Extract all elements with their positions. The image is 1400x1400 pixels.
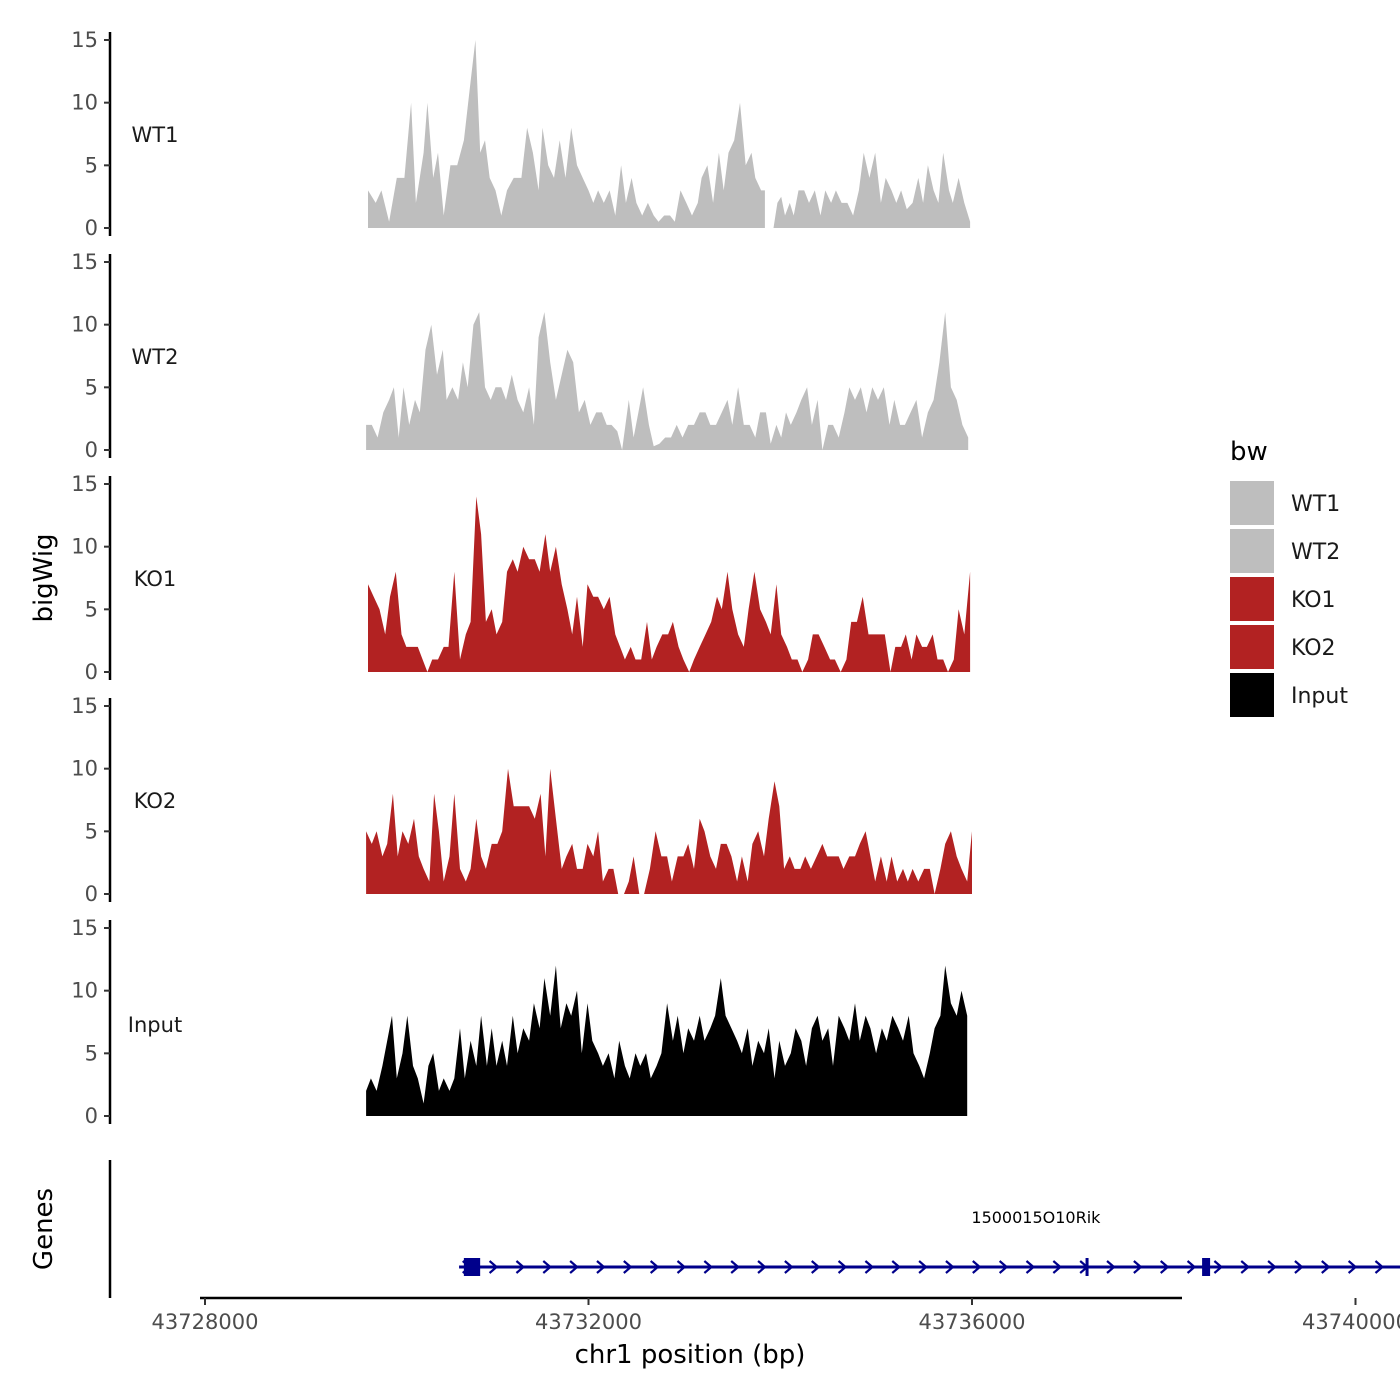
- strand-arrow: [623, 1260, 633, 1274]
- area-wt1-0: [368, 40, 765, 228]
- y-axis-title: bigWig: [29, 533, 59, 622]
- strand-arrow: [1159, 1260, 1170, 1274]
- exon-1: [1202, 1258, 1211, 1276]
- y-tick-label: 0: [85, 216, 98, 240]
- legend-key-wt2: [1230, 529, 1274, 573]
- strand-arrow: [864, 1260, 875, 1274]
- area-ko2-0: [366, 768, 973, 894]
- strand-arrow: [1240, 1260, 1250, 1274]
- legend-title: bw: [1230, 437, 1268, 467]
- strand-arrow: [1374, 1260, 1385, 1274]
- legend-label-input: Input: [1291, 684, 1348, 709]
- y-tick-label: 15: [71, 916, 98, 940]
- strand-arrow: [757, 1260, 767, 1274]
- panel-wt2: 0 5 10 15 WT2: [71, 250, 969, 462]
- track-label-wt2: WT2: [132, 345, 179, 369]
- y-tick-label: 0: [85, 438, 98, 462]
- legend-key-input: [1230, 673, 1274, 717]
- y-tick-label: 10: [71, 757, 98, 781]
- strand-arrow: [542, 1260, 552, 1274]
- y-tick-label: 15: [71, 250, 98, 274]
- x-tick-label: 43732000: [535, 1310, 642, 1334]
- y-tick-label: 0: [85, 660, 98, 684]
- exon-0: [463, 1258, 481, 1276]
- area-wt1-1: [767, 152, 971, 228]
- track-label-ko1: KO1: [134, 567, 177, 591]
- area-input-0: [366, 965, 968, 1116]
- strand-arrow: [676, 1260, 687, 1274]
- y-tick-label: 5: [85, 1041, 98, 1065]
- gene-track-panel: 1500015O10Rik: [108, 1160, 1400, 1298]
- gene-name-label: 1500015O10Rik: [971, 1208, 1101, 1227]
- strand-arrow: [1133, 1260, 1143, 1274]
- strand-arrow: [730, 1260, 740, 1274]
- strand-arrow: [1025, 1260, 1036, 1274]
- track-label-ko2: KO2: [134, 789, 177, 813]
- y-tick-label: 0: [85, 882, 98, 906]
- strand-arrow: [784, 1260, 794, 1274]
- legend-label-ko1: KO1: [1291, 588, 1336, 613]
- legend-key-wt1: [1230, 481, 1274, 525]
- x-tick-label: 43736000: [919, 1310, 1026, 1334]
- panel-ko2: 0 5 10 15 KO2: [71, 694, 973, 906]
- panel-wt1: 0 5 10 15 WT1: [71, 28, 971, 240]
- strand-arrow: [515, 1260, 526, 1274]
- y-tick-label: 5: [85, 375, 98, 399]
- y-tick-label: 5: [85, 819, 98, 843]
- track-label-wt1: WT1: [132, 123, 179, 147]
- strand-arrow: [1106, 1260, 1116, 1274]
- strand-arrow: [918, 1260, 928, 1274]
- coverage-panels: 0 5 10 15 WT1 0 5 10 15 WT2 0 5 10 15 KO1 0 5 10 15 KO2 0 5 10…: [71, 28, 973, 1128]
- area-wt2-0: [366, 312, 969, 450]
- strand-arrow: [1347, 1260, 1358, 1274]
- strand-arrow: [1213, 1260, 1224, 1274]
- legend-label-wt2: WT2: [1291, 540, 1340, 565]
- y-tick-label: 10: [71, 91, 98, 115]
- strand-arrow: [811, 1260, 821, 1274]
- strand-arrow: [1186, 1260, 1197, 1274]
- track-label-input: Input: [128, 1013, 182, 1037]
- y-tick-label: 15: [71, 694, 98, 718]
- y-tick-label: 10: [71, 535, 98, 559]
- panel-input: 0 5 10 15 Input: [71, 916, 968, 1128]
- strand-arrow: [569, 1260, 579, 1274]
- strand-arrow: [945, 1260, 955, 1274]
- legend-label-wt1: WT1: [1291, 492, 1340, 517]
- strand-arrow: [837, 1260, 848, 1274]
- strand-arrow: [1321, 1260, 1331, 1274]
- strand-arrow: [596, 1260, 606, 1274]
- panel-ko1: 0 5 10 15 KO1: [71, 472, 971, 684]
- strand-arrow: [998, 1260, 1009, 1274]
- y-tick-label: 15: [71, 472, 98, 496]
- legend: bw WT1 WT2 KO1 KO2 Input: [1230, 437, 1348, 717]
- x-tick-label: 43728000: [152, 1310, 259, 1334]
- y-tick-label: 0: [85, 1104, 98, 1128]
- y-tick-label: 15: [71, 28, 98, 52]
- strand-arrow: [649, 1260, 660, 1274]
- y-tick-label: 10: [71, 313, 98, 337]
- strand-arrow: [488, 1260, 499, 1274]
- x-axis: 43728000 43732000 43736000 43740000: [152, 1296, 1400, 1334]
- strand-arrow: [891, 1260, 901, 1274]
- y-tick-label: 5: [85, 153, 98, 177]
- legend-key-ko2: [1230, 625, 1274, 669]
- strand-arrow: [703, 1260, 714, 1274]
- legend-label-ko2: KO2: [1291, 636, 1336, 661]
- y-tick-label: 10: [71, 979, 98, 1003]
- x-tick-label: 43740000: [1302, 1310, 1400, 1334]
- area-ko1-0: [368, 496, 971, 672]
- genes-axis-title: Genes: [29, 1188, 59, 1270]
- legend-key-ko1: [1230, 577, 1274, 621]
- strand-arrow: [1052, 1260, 1063, 1274]
- strand-arrow: [1267, 1260, 1277, 1274]
- strand-arrow: [1294, 1260, 1304, 1274]
- y-tick-label: 5: [85, 597, 98, 621]
- gene-marker: [1085, 1258, 1089, 1276]
- x-axis-title: chr1 position (bp): [575, 1340, 806, 1370]
- strand-arrow: [972, 1260, 982, 1274]
